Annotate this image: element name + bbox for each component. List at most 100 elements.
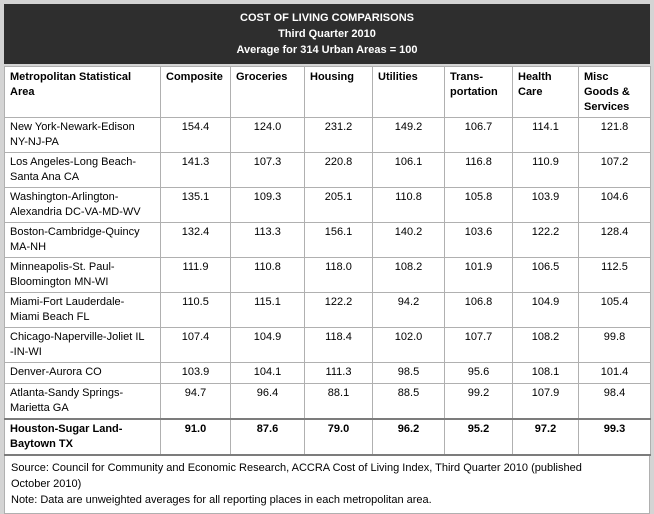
cost-of-living-table: Metropolitan Statistical Area Composite …	[4, 66, 651, 456]
value-cell: 99.2	[444, 383, 513, 420]
value-cell: 140.2	[372, 222, 445, 258]
value-cell: 88.1	[304, 383, 373, 420]
value-cell: 205.1	[304, 187, 373, 223]
value-cell: 149.2	[372, 117, 445, 153]
value-cell: 87.6	[230, 418, 305, 456]
value-cell: 107.4	[160, 327, 231, 363]
col-header-health-care: Health Care	[512, 66, 579, 118]
value-cell: 108.2	[512, 327, 579, 363]
col-header-transportation: Trans- portation	[444, 66, 513, 118]
table-row-washington: Washington-Arlington- Alexandria DC-VA-M…	[4, 187, 651, 223]
value-cell: 104.6	[578, 187, 651, 223]
value-cell: 135.1	[160, 187, 231, 223]
value-cell: 106.8	[444, 292, 513, 328]
value-cell: 96.2	[372, 418, 445, 456]
source-note: Source: Council for Community and Econom…	[11, 462, 582, 490]
value-cell: 105.8	[444, 187, 513, 223]
col-header-misc-goods-services: Misc Goods & Services	[578, 66, 651, 118]
table-row-new-york: New York-Newark-Edison NY-NJ-PA 154.4 12…	[4, 117, 651, 153]
value-cell: 111.3	[304, 362, 373, 384]
table-row-denver: Denver-Aurora CO 103.9 104.1 111.3 98.5 …	[4, 362, 651, 384]
title-line-main: COST OF LIVING COMPARISONS	[240, 12, 414, 24]
value-cell: 103.9	[160, 362, 231, 384]
metro-name-cell: New York-Newark-Edison NY-NJ-PA	[4, 117, 161, 153]
metro-name-cell: Houston-Sugar Land- Baytown TX	[4, 418, 161, 456]
metro-name-cell: Miami-Fort Lauderdale- Miami Beach FL	[4, 292, 161, 328]
table-row-miami: Miami-Fort Lauderdale- Miami Beach FL 11…	[4, 292, 651, 328]
col-header-utilities: Utilities	[372, 66, 445, 118]
value-cell: 113.3	[230, 222, 305, 258]
value-cell: 154.4	[160, 117, 231, 153]
table-row-atlanta: Atlanta-Sandy Springs- Marietta GA 94.7 …	[4, 383, 651, 420]
value-cell: 141.3	[160, 152, 231, 188]
value-cell: 132.4	[160, 222, 231, 258]
value-cell: 96.4	[230, 383, 305, 420]
value-cell: 107.3	[230, 152, 305, 188]
table-row-minneapolis: Minneapolis-St. Paul- Bloomington MN-WI …	[4, 257, 651, 293]
value-cell: 97.2	[512, 418, 579, 456]
value-cell: 156.1	[304, 222, 373, 258]
value-cell: 118.0	[304, 257, 373, 293]
value-cell: 118.4	[304, 327, 373, 363]
table-row-chicago: Chicago-Naperville-Joliet IL -IN-WI 107.…	[4, 327, 651, 363]
metro-name-cell: Atlanta-Sandy Springs- Marietta GA	[4, 383, 161, 420]
data-note: Note: Data are unweighted averages for a…	[11, 494, 432, 506]
value-cell: 101.4	[578, 362, 651, 384]
value-cell: 102.0	[372, 327, 445, 363]
value-cell: 108.1	[512, 362, 579, 384]
value-cell: 106.7	[444, 117, 513, 153]
metro-name-cell: Washington-Arlington- Alexandria DC-VA-M…	[4, 187, 161, 223]
value-cell: 121.8	[578, 117, 651, 153]
value-cell: 99.8	[578, 327, 651, 363]
value-cell: 91.0	[160, 418, 231, 456]
title-line-quarter: Third Quarter 2010	[278, 28, 376, 40]
value-cell: 108.2	[372, 257, 445, 293]
value-cell: 107.7	[444, 327, 513, 363]
value-cell: 128.4	[578, 222, 651, 258]
value-cell: 106.1	[372, 152, 445, 188]
col-header-housing: Housing	[304, 66, 373, 118]
value-cell: 220.8	[304, 152, 373, 188]
metro-name-cell: Boston-Cambridge-Quincy MA-NH	[4, 222, 161, 258]
value-cell: 110.9	[512, 152, 579, 188]
value-cell: 114.1	[512, 117, 579, 153]
value-cell: 105.4	[578, 292, 651, 328]
value-cell: 103.6	[444, 222, 513, 258]
value-cell: 107.9	[512, 383, 579, 420]
title-line-average: Average for 314 Urban Areas = 100	[236, 44, 418, 56]
value-cell: 95.6	[444, 362, 513, 384]
value-cell: 103.9	[512, 187, 579, 223]
value-cell: 112.5	[578, 257, 651, 293]
table-row-houston-highlighted: Houston-Sugar Land- Baytown TX 91.0 87.6…	[4, 418, 651, 456]
value-cell: 88.5	[372, 383, 445, 420]
metro-name-cell: Denver-Aurora CO	[4, 362, 161, 384]
value-cell: 110.8	[230, 257, 305, 293]
value-cell: 104.1	[230, 362, 305, 384]
value-cell: 231.2	[304, 117, 373, 153]
table-row-los-angeles: Los Angeles-Long Beach- Santa Ana CA 141…	[4, 152, 651, 188]
value-cell: 104.9	[512, 292, 579, 328]
metro-name-cell: Los Angeles-Long Beach- Santa Ana CA	[4, 152, 161, 188]
value-cell: 116.8	[444, 152, 513, 188]
value-cell: 122.2	[304, 292, 373, 328]
value-cell: 124.0	[230, 117, 305, 153]
value-cell: 109.3	[230, 187, 305, 223]
value-cell: 115.1	[230, 292, 305, 328]
table-title-block: COST OF LIVING COMPARISONS Third Quarter…	[4, 4, 650, 64]
value-cell: 111.9	[160, 257, 231, 293]
col-header-composite: Composite	[160, 66, 231, 118]
metro-name-cell: Minneapolis-St. Paul- Bloomington MN-WI	[4, 257, 161, 293]
value-cell: 101.9	[444, 257, 513, 293]
value-cell: 106.5	[512, 257, 579, 293]
value-cell: 98.5	[372, 362, 445, 384]
value-cell: 79.0	[304, 418, 373, 456]
footnotes-block: Source: Council for Community and Econom…	[4, 456, 650, 514]
header-row: Metropolitan Statistical Area Composite …	[4, 66, 651, 118]
col-header-metro-area: Metropolitan Statistical Area	[4, 66, 161, 118]
value-cell: 98.4	[578, 383, 651, 420]
value-cell: 104.9	[230, 327, 305, 363]
value-cell: 95.2	[444, 418, 513, 456]
col-header-groceries: Groceries	[230, 66, 305, 118]
metro-name-cell: Chicago-Naperville-Joliet IL -IN-WI	[4, 327, 161, 363]
value-cell: 122.2	[512, 222, 579, 258]
